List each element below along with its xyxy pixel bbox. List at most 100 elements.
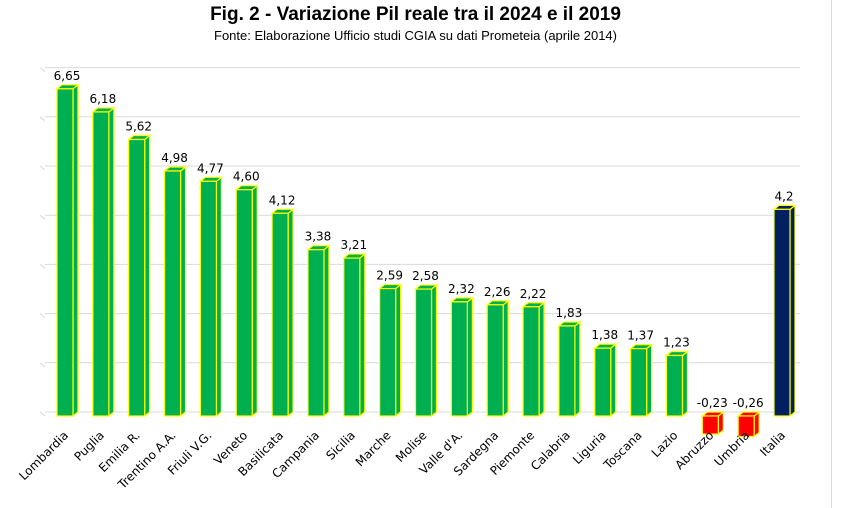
bar-front	[128, 138, 146, 417]
value-label: 6,18	[89, 92, 116, 106]
bar-front	[594, 347, 612, 417]
bar-side	[789, 204, 796, 418]
bar-calabria	[557, 320, 582, 418]
value-label: 2,22	[520, 287, 547, 301]
category-label: Sicilia	[323, 428, 358, 463]
value-label: 1,23	[663, 335, 690, 349]
value-label: -0,23	[697, 396, 728, 410]
bar-side	[681, 350, 689, 418]
bar-side	[287, 208, 294, 418]
bar-side	[359, 252, 366, 418]
bar-side	[430, 283, 438, 418]
bar-side	[538, 301, 545, 418]
bar-side	[144, 134, 151, 418]
bar-veneto	[234, 184, 259, 418]
bar-side	[323, 244, 330, 418]
value-label: 6,65	[54, 69, 81, 83]
chart-subtitle: Fonte: Elaborazione Ufficio studi CGIA s…	[214, 28, 617, 43]
bar-front	[163, 170, 182, 417]
value-label: 4,98	[161, 151, 188, 165]
gridline-tick	[39, 313, 46, 318]
bar-front	[522, 306, 540, 417]
bar-marche	[377, 283, 403, 418]
category-label: Lazio	[649, 428, 681, 460]
value-label: 4,77	[197, 161, 224, 175]
bar-front	[379, 287, 397, 417]
bar-lazio	[664, 350, 690, 418]
bar-front	[486, 304, 504, 417]
bar-front	[92, 111, 110, 417]
bar-sardegna	[485, 299, 510, 418]
bar-italia	[772, 204, 797, 418]
bar-umbria	[736, 410, 761, 438]
bar-front	[558, 325, 576, 417]
gridline-tick	[39, 362, 46, 368]
bar-side	[645, 343, 653, 418]
value-label: 4,2	[774, 189, 793, 203]
value-label: 3,21	[340, 238, 367, 252]
bar-friuli-v-g-	[198, 176, 224, 418]
value-label: 1,38	[591, 328, 618, 342]
bar-sicilia	[342, 252, 367, 418]
bar-side	[395, 283, 402, 418]
bar-abruzzo	[700, 410, 726, 436]
bar-front	[701, 415, 719, 435]
bar-side	[610, 342, 617, 418]
bar-molise	[413, 283, 439, 418]
bar-front	[271, 212, 289, 417]
value-label: 2,32	[448, 282, 475, 296]
category-label: Calabria	[528, 428, 573, 473]
bar-lombardia	[55, 83, 80, 418]
bar-campania	[306, 244, 331, 418]
value-labels: 6,65 6,18 5,62 4,98 4,77 4,60 4,12 3,38 3,21 2,59…	[54, 69, 794, 410]
bar-puglia	[91, 106, 116, 418]
bar-side	[466, 296, 473, 418]
bar-front	[56, 88, 74, 417]
value-label: 2,26	[484, 285, 511, 299]
bar-front	[307, 249, 325, 417]
gridline-tick	[39, 264, 46, 269]
value-label: 2,58	[412, 269, 439, 283]
bar-front	[665, 354, 684, 417]
bar-side	[108, 106, 115, 418]
gridline-tick	[39, 165, 46, 171]
value-label: 1,83	[556, 306, 583, 320]
value-label: 5,62	[125, 119, 152, 133]
bar-emilia-r-	[126, 134, 152, 418]
bar-trentino-a-a-	[162, 165, 188, 418]
bars	[55, 83, 797, 438]
bar-front	[629, 347, 648, 417]
bar-toscana	[628, 343, 654, 418]
bar-side	[179, 165, 187, 418]
bar-front	[450, 301, 468, 417]
gridline-tick	[39, 67, 46, 72]
gridline-tick	[39, 411, 46, 417]
bar-side	[251, 184, 258, 418]
gridline-tick	[39, 116, 46, 122]
bar-side	[215, 176, 222, 418]
frame-border	[831, 0, 832, 508]
category-label: Marche	[353, 428, 394, 469]
bar-front	[343, 257, 361, 417]
bar-side	[574, 320, 581, 418]
category-label: Abruzzo	[672, 428, 716, 472]
value-label: 4,60	[233, 170, 260, 184]
bar-front	[737, 415, 755, 438]
value-label: 1,37	[627, 329, 654, 343]
value-label: 3,38	[305, 230, 332, 244]
bar-front	[199, 180, 217, 417]
gridline-tick	[39, 214, 46, 220]
category-label: Lombardia	[16, 428, 71, 483]
value-label: -0,26	[733, 396, 764, 410]
category-label: Toscana	[600, 428, 644, 472]
chart-title: Fig. 2 - Variazione Pil reale tra il 202…	[210, 4, 621, 25]
bar-side	[72, 83, 79, 418]
bar-liguria	[593, 342, 618, 418]
bar-side	[502, 299, 509, 418]
bar-basilicata	[270, 208, 295, 418]
value-label: 4,12	[269, 193, 296, 207]
value-label: 2,59	[376, 269, 403, 283]
bar-front	[235, 189, 253, 417]
